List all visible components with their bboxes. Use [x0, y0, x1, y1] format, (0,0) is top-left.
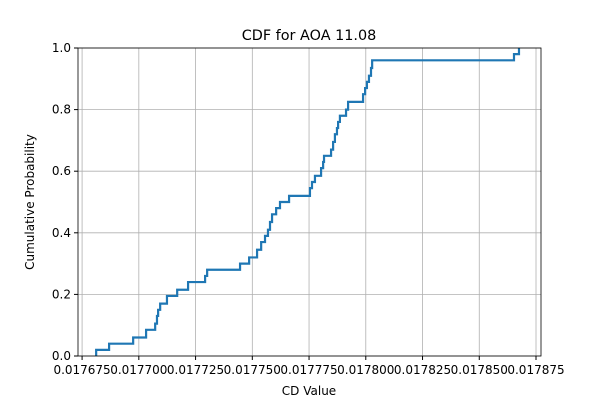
y-tick-label: 0.8 [52, 103, 71, 117]
x-tick-label: 0.017725 [167, 363, 224, 377]
y-tick-label: 0.4 [52, 226, 71, 240]
x-tick-label: 0.017875 [507, 363, 564, 377]
plot-frame [77, 47, 542, 357]
y-axis-label: Cumulative Probability [23, 134, 37, 270]
x-tick-label: 0.017675 [53, 363, 110, 377]
y-tick-label: 0.6 [52, 164, 71, 178]
cdf-line [95, 48, 521, 356]
y-tick-label: 0.2 [52, 287, 71, 301]
x-tick-label: 0.017825 [394, 363, 451, 377]
y-tick-label: 1.0 [52, 41, 71, 55]
x-tick-label: 0.017750 [224, 363, 281, 377]
x-tick-label: 0.017700 [110, 363, 167, 377]
x-axis-label: CD Value [282, 384, 336, 398]
y-tick-label: 0.0 [52, 349, 71, 363]
x-tick-label: 0.017850 [451, 363, 508, 377]
chart-title: CDF for AOA 11.08 [242, 28, 377, 44]
x-tick-label: 0.017800 [337, 363, 394, 377]
x-tick-label: 0.017775 [280, 363, 337, 377]
